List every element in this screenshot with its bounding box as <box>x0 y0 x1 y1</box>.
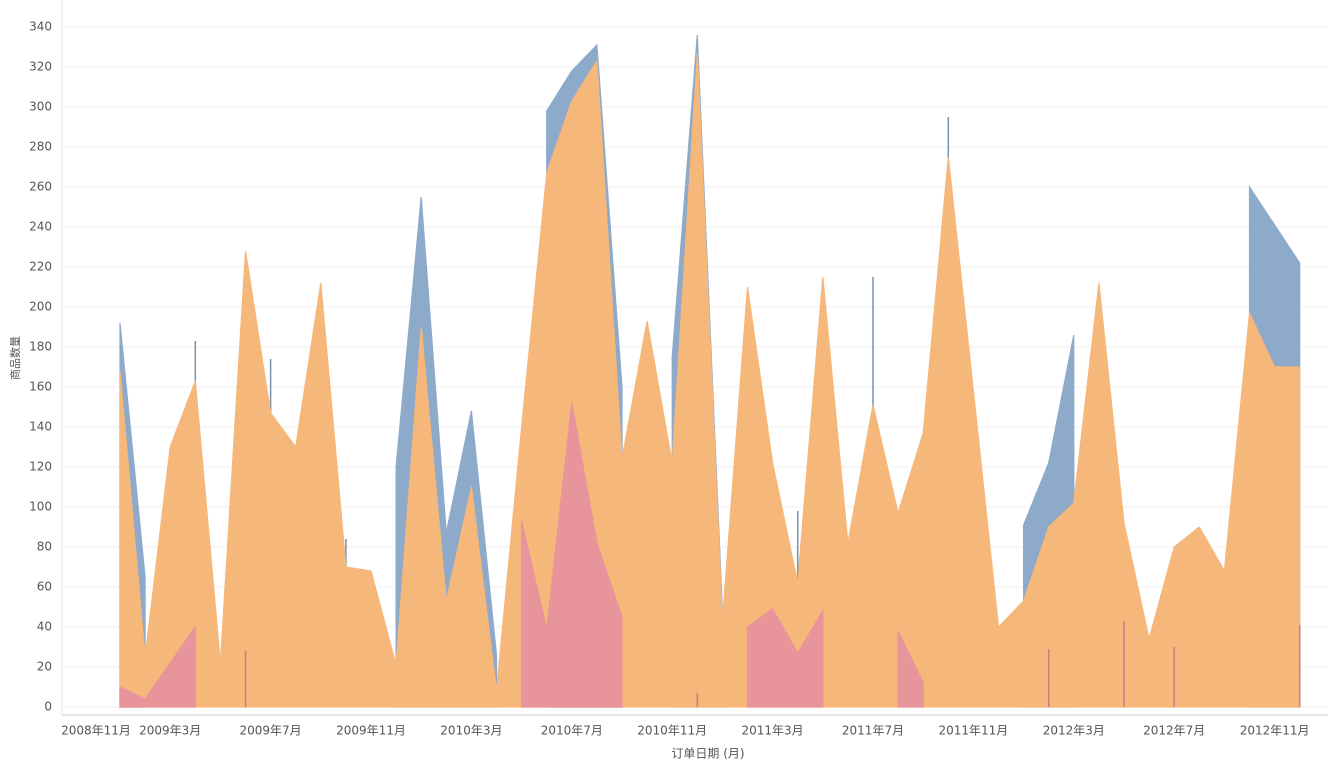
y-tick-label: 220 <box>29 260 52 274</box>
y-tick-label: 140 <box>29 420 52 434</box>
y-tick-label: 20 <box>37 660 52 674</box>
x-tick-label: 2011年11月 <box>938 724 1008 738</box>
y-tick-label: 300 <box>29 100 52 114</box>
x-tick-label: 2009年11月 <box>336 724 406 738</box>
area <box>746 608 824 708</box>
y-tick-label: 340 <box>29 20 52 34</box>
x-tick-label: 2008年11月 <box>61 724 131 738</box>
x-tick-label: 2010年3月 <box>440 724 502 738</box>
y-tick-label: 100 <box>29 500 52 514</box>
area <box>521 402 623 708</box>
y-tick-label: 160 <box>29 380 52 394</box>
x-tick-label: 2012年11月 <box>1240 724 1310 738</box>
y-tick-label: 60 <box>37 580 52 594</box>
x-tick-label: 2011年7月 <box>842 724 904 738</box>
y-tick-label: 120 <box>29 460 52 474</box>
x-axis-title: 订单日期 (月) <box>671 747 744 761</box>
x-tick-label: 2011年3月 <box>742 724 804 738</box>
area <box>119 625 196 708</box>
y-tick-label: 240 <box>29 220 52 234</box>
area <box>897 630 924 708</box>
y-tick-label: 40 <box>37 620 52 634</box>
x-tick-label: 2012年3月 <box>1043 724 1105 738</box>
y-tick-label: 320 <box>29 60 52 74</box>
y-tick-label: 0 <box>44 700 52 714</box>
x-tick-label: 2010年7月 <box>541 724 603 738</box>
y-tick-label: 260 <box>29 180 52 194</box>
y-tick-label: 280 <box>29 140 52 154</box>
area <box>119 52 1301 708</box>
y-tick-label: 180 <box>29 340 52 354</box>
y-tick-label: 200 <box>29 300 52 314</box>
x-tick-label: 2012年7月 <box>1143 724 1205 738</box>
y-axis-title: 商品数量 <box>8 336 22 380</box>
x-tick-label: 2009年3月 <box>139 724 201 738</box>
y-tick-label: 80 <box>37 540 52 554</box>
x-tick-label: 2010年11月 <box>637 724 707 738</box>
x-tick-label: 2009年7月 <box>240 724 302 738</box>
